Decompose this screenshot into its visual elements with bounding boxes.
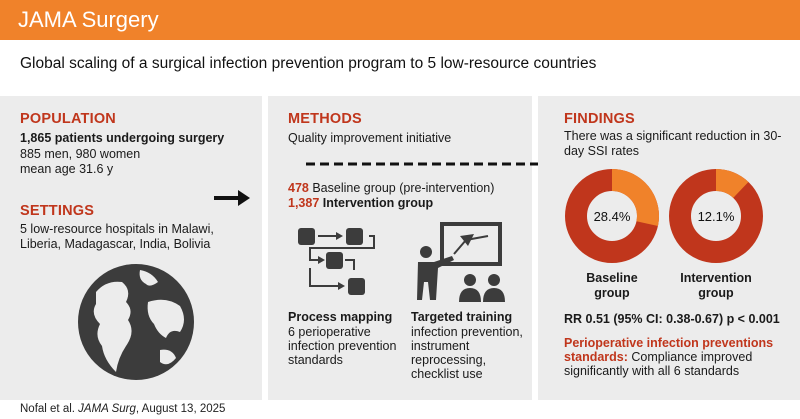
- baseline-group-label: Baseline group (pre-intervention): [312, 181, 495, 195]
- process-mapping-line2: infection prevention: [288, 339, 397, 353]
- process-mapping-line3: standards: [288, 353, 343, 367]
- methods-subtitle: Quality improvement initiative: [288, 131, 452, 145]
- baseline-pct-label: 28.4%: [594, 209, 631, 224]
- methods-title: METHODS: [288, 111, 362, 127]
- standards-text-line2: significantly with all 6 standards: [564, 364, 740, 378]
- baseline-label-2: group: [594, 286, 630, 300]
- citation-authors: Nofal et al.: [20, 403, 79, 415]
- methods-panel: METHODS Quality improvement initiative 4…: [268, 96, 532, 400]
- intervention-label-1: Intervention: [680, 271, 752, 285]
- findings-panel: FINDINGS There was a significant reducti…: [538, 96, 800, 400]
- intervention-ssi-slice: [715, 169, 749, 199]
- standards-title-line2: standards:: [564, 350, 628, 364]
- header-bar: JAMA Surgery: [0, 0, 800, 40]
- intervention-pct-label: 12.1%: [698, 209, 735, 224]
- findings-title: FINDINGS: [564, 111, 635, 127]
- population-line1: 885 men, 980 women: [20, 147, 141, 161]
- settings-title: SETTINGS: [20, 203, 95, 219]
- findings-line2: day SSI rates: [564, 144, 640, 158]
- page-subtitle: Global scaling of a surgical infection p…: [20, 55, 597, 72]
- citation-journal: JAMA Surg: [78, 403, 136, 415]
- intervention-count: 1,387: [288, 196, 320, 210]
- population-headline: 1,865 patients undergoing surgery: [20, 131, 225, 145]
- globe-icon: [78, 264, 194, 380]
- baseline-ssi-slice: [611, 169, 659, 226]
- journal-title: JAMA Surgery: [18, 7, 159, 32]
- standards-line2: standards: Compliance improved: [564, 350, 752, 365]
- targeted-training-line3: reprocessing,: [411, 353, 487, 367]
- findings-line1: There was a significant reduction in 30-: [564, 129, 782, 143]
- arrow-right-icon: [214, 190, 250, 206]
- citation-date: , August 13, 2025: [135, 403, 226, 415]
- dashed-arrow-icon: [306, 157, 554, 171]
- process-mapping-title: Process mapping: [288, 310, 393, 324]
- intervention-group-label: Intervention group: [322, 196, 434, 210]
- population-title: POPULATION: [20, 111, 116, 127]
- targeted-training-title: Targeted training: [411, 310, 513, 324]
- baseline-group-line: 478 Baseline group (pre-intervention): [288, 181, 494, 196]
- process-mapping-line1: 6 perioperative: [288, 325, 371, 339]
- training-icon: [417, 222, 505, 302]
- targeted-training-line1: infection prevention,: [411, 325, 523, 339]
- standards-text-line1: Compliance improved: [627, 350, 753, 364]
- intervention-donut-chart: 12.1%: [669, 169, 763, 263]
- intervention-label-2: group: [698, 286, 734, 300]
- baseline-donut-chart: 28.4%: [565, 169, 659, 263]
- settings-line2: Liberia, Madagascar, India, Bolivia: [20, 237, 211, 251]
- population-line2: mean age 31.6 y: [20, 162, 114, 176]
- intervention-group-line: 1,387 Intervention group: [288, 196, 433, 211]
- baseline-count: 478: [288, 181, 309, 195]
- targeted-training-line4: checklist use: [411, 367, 483, 381]
- standards-title-line1: Perioperative infection preventions: [564, 336, 774, 350]
- citation: Nofal et al. JAMA Surg, August 13, 2025: [20, 403, 225, 415]
- targeted-training-line2: instrument: [411, 339, 470, 353]
- settings-line1: 5 low-resource hospitals in Malawi,: [20, 222, 214, 236]
- population-panel: POPULATION 1,865 patients undergoing sur…: [0, 96, 262, 400]
- baseline-label-1: Baseline: [586, 271, 638, 285]
- process-map-icon: [298, 228, 375, 295]
- relative-risk: RR 0.51 (95% CI: 0.38-0.67) p < 0.001: [564, 312, 780, 326]
